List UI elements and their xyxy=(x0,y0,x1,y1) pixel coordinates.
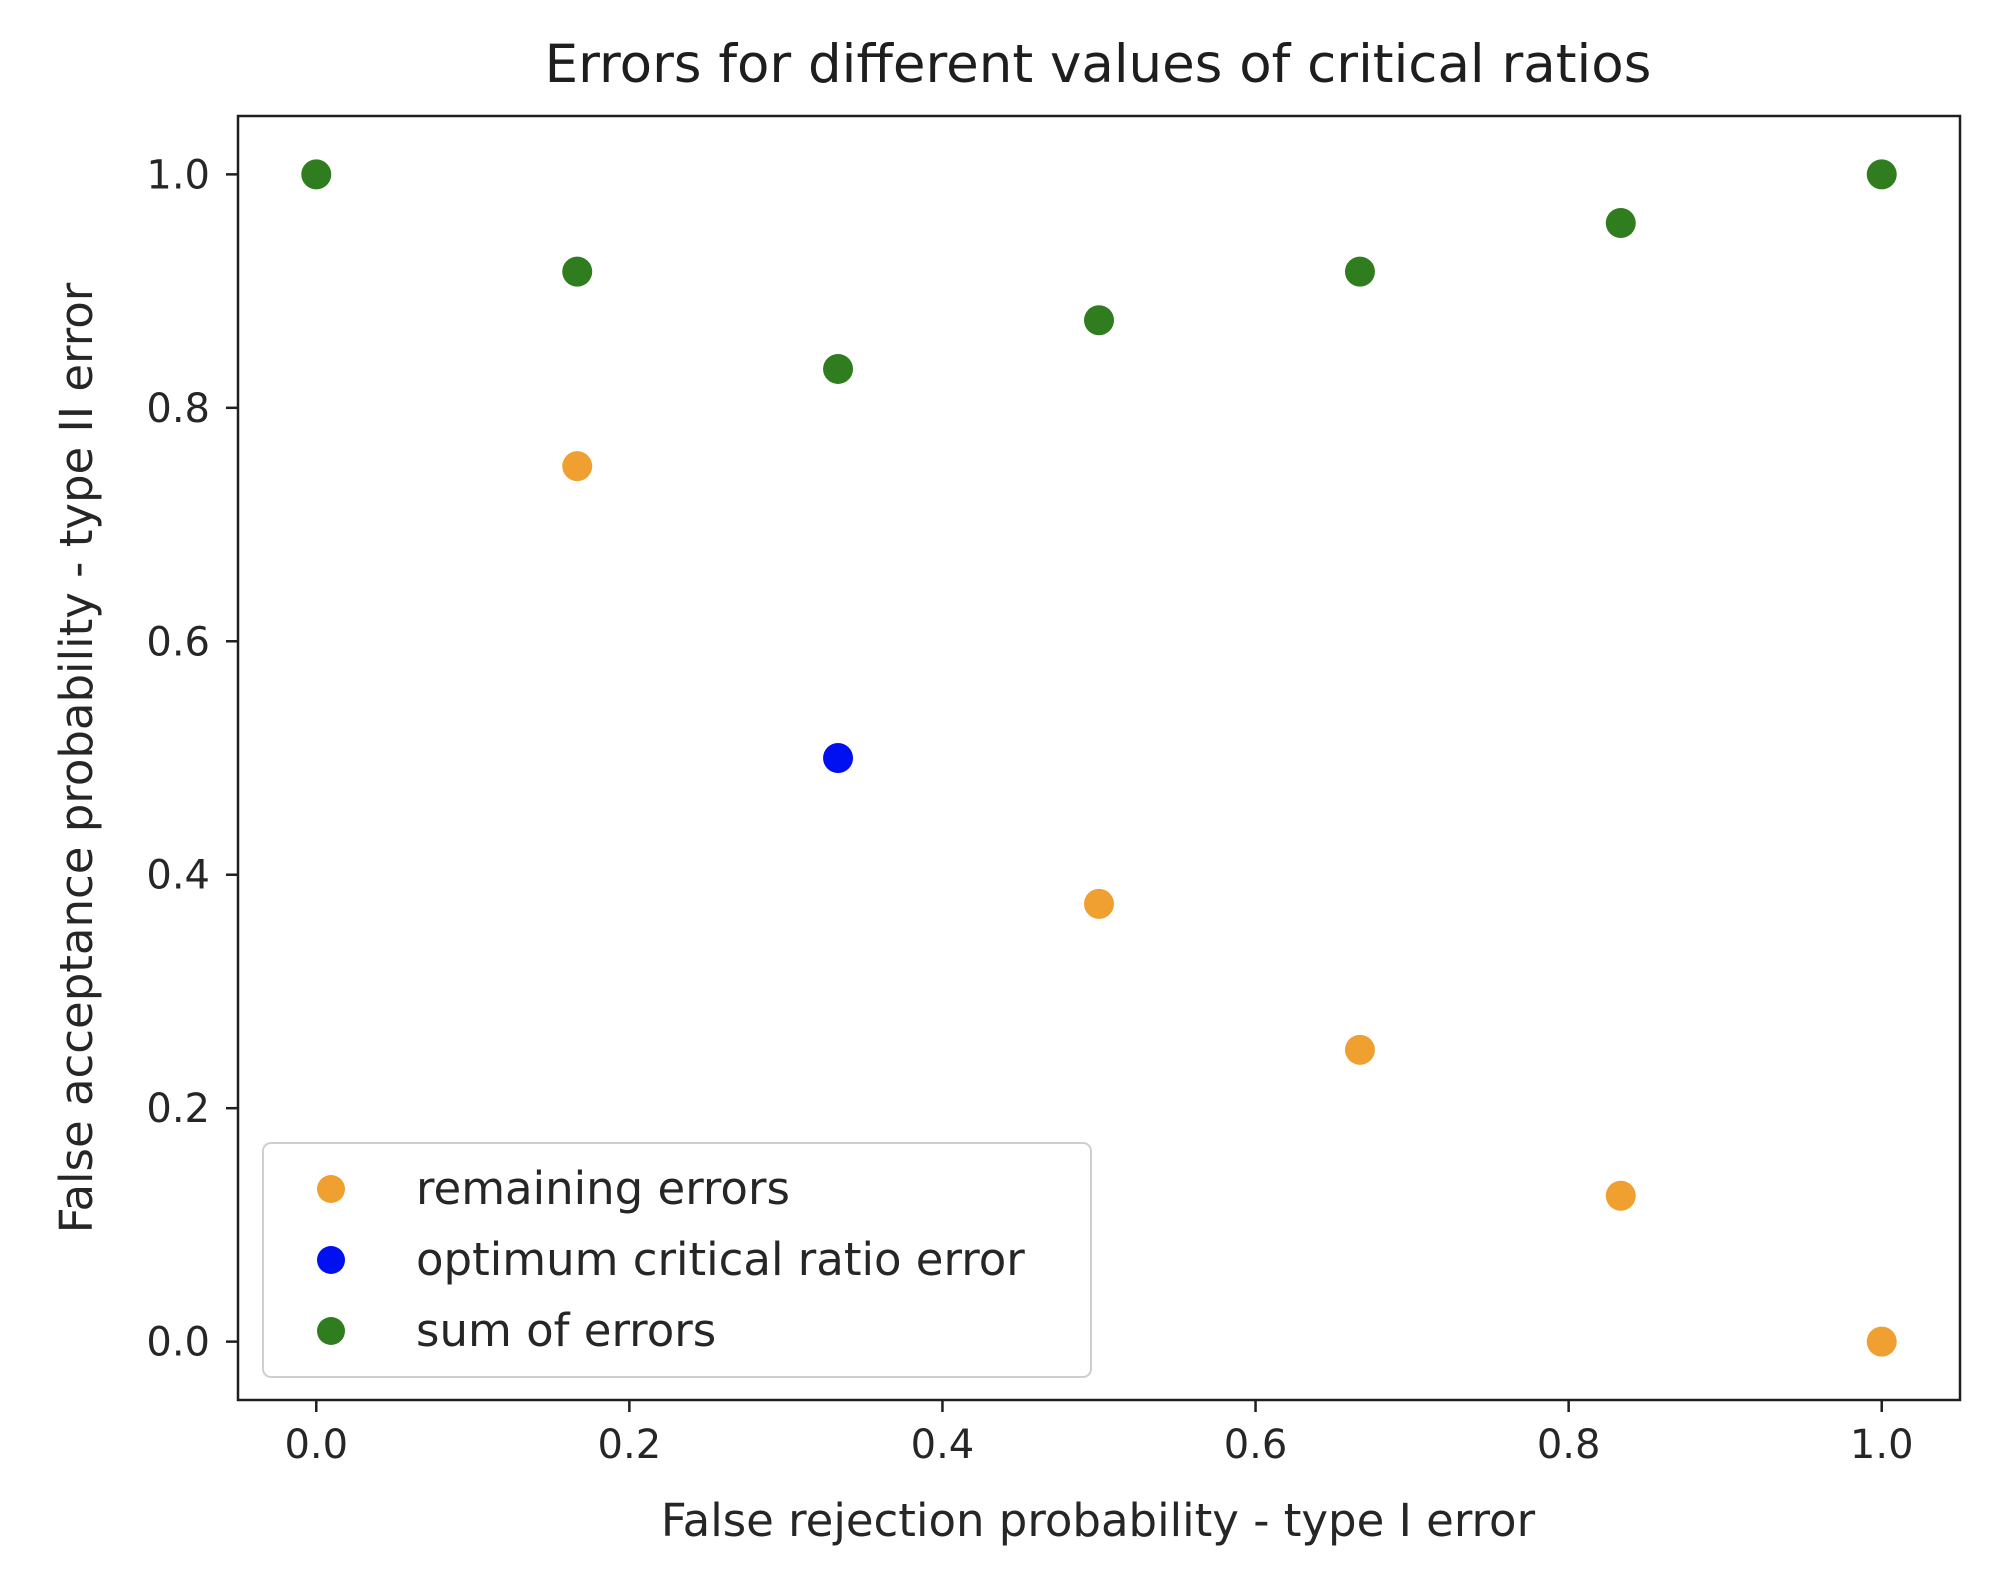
point-sum-of-errors xyxy=(1866,159,1897,190)
x-tick-label: 1.0 xyxy=(1850,1422,1914,1468)
y-tick-label: 0.4 xyxy=(146,853,210,899)
data-points xyxy=(301,159,1897,1357)
legend-label-optimum-critical-ratio-error: optimum critical ratio error xyxy=(416,1233,1025,1286)
y-tick-label: 0.0 xyxy=(146,1320,210,1366)
point-sum-of-errors xyxy=(823,353,854,384)
x-tick-label: 0.6 xyxy=(1224,1422,1288,1468)
point-sum-of-errors xyxy=(1605,208,1636,239)
legend-marker-remaining-errors xyxy=(317,1175,345,1203)
y-tick-label: 0.6 xyxy=(146,619,210,665)
axis-ticks: 0.0 0.2 0.4 0.6 0.8 1.0 0.0 0.2 0.4 0.6 0.8 1.0 xyxy=(146,152,1913,1468)
point-remaining-errors xyxy=(562,451,593,482)
point-remaining-errors xyxy=(1344,1034,1375,1065)
legend-marker-optimum-critical-ratio-error xyxy=(317,1246,345,1274)
point-remaining-errors xyxy=(1866,1326,1897,1357)
point-sum-of-errors xyxy=(301,159,332,190)
point-sum-of-errors xyxy=(562,256,593,287)
y-axis-label: False acceptance probability - type II e… xyxy=(50,282,103,1233)
legend-box xyxy=(262,1142,1092,1378)
point-remaining-errors xyxy=(1084,888,1114,919)
point-sum-of-errors xyxy=(1084,305,1114,336)
point-sum-of-errors xyxy=(1344,256,1375,287)
point-optimum-critical-ratio-error xyxy=(823,743,854,773)
y-tick-label: 0.8 xyxy=(146,386,210,432)
y-tick-label: 1.0 xyxy=(146,152,210,198)
y-tick-label: 0.2 xyxy=(146,1086,210,1132)
x-tick-label: 0.8 xyxy=(1537,1422,1601,1468)
x-tick-label: 0.0 xyxy=(284,1422,348,1468)
legend-label-remaining-errors: remaining errors xyxy=(416,1162,790,1215)
x-axis-label: False rejection probability - type I err… xyxy=(661,1494,1536,1547)
legend-marker-sum-of-errors xyxy=(317,1317,345,1345)
chart-legend: remaining errors optimum critical ratio … xyxy=(262,1142,1092,1378)
x-tick-label: 0.2 xyxy=(598,1422,662,1468)
plot-area-frame xyxy=(236,114,1962,1402)
point-remaining-errors xyxy=(1605,1180,1636,1211)
chart-title: Errors for different values of critical … xyxy=(545,34,1652,95)
x-tick-label: 0.4 xyxy=(911,1422,975,1468)
legend-label-sum-of-errors: sum of errors xyxy=(416,1304,716,1357)
